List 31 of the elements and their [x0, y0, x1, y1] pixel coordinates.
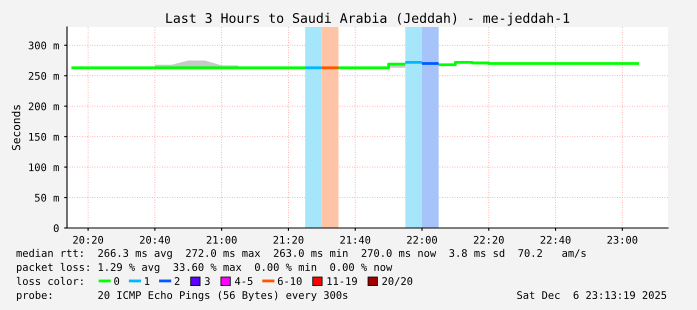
x-tick-label: 21:00: [206, 236, 237, 244]
legend-title: loss color:: [16, 276, 82, 286]
y-tick-label: 200 m: [28, 102, 59, 110]
x-tick-label: 20:20: [73, 236, 104, 244]
y-tick-label: 50 m: [35, 194, 59, 202]
x-tick-label: 22:40: [540, 236, 571, 244]
y-tick-label: 300 m: [28, 42, 59, 50]
legend-label: 0: [114, 277, 120, 286]
x-tick-label: 23:00: [607, 236, 638, 244]
legend-label: 1: [145, 277, 150, 285]
y-tick-label: 250 m: [28, 72, 59, 80]
text: median rtt: 266.3 ms avg 272.0 ms max 263.0 ms min 270.0 ms now 3.8 ms sd 70.2 am/s: [16, 248, 586, 260]
legend-label: 2: [174, 277, 180, 285]
legend-label: 4-5: [234, 277, 252, 286]
y-tick-label: 0: [54, 224, 59, 232]
legend-label: 20/20: [382, 277, 412, 286]
legend-label: 11-19: [328, 277, 357, 286]
x-tick-label: 21:40: [340, 236, 370, 244]
legend-label: 6-10: [278, 277, 302, 286]
x-tick-label: 21:20: [274, 236, 304, 244]
x-tick-label: 22:00: [407, 236, 437, 244]
y-axis-title: Seconds: [12, 105, 20, 150]
y-tick-label: 100 m: [29, 163, 59, 172]
legend-label: 3: [204, 277, 210, 286]
text: Sat Dec 6 23:13:19 2025: [517, 291, 666, 300]
x-tick-label: 20:40: [140, 236, 170, 244]
y-tick-label: 150 m: [29, 132, 59, 141]
chart-title: Last 3 Hours to Saudi Arabia (Jeddah) - me-jeddah-1: [166, 12, 570, 26]
x-tick-label: 22:20: [474, 236, 504, 244]
text: packet loss: 1.29 % avg 33.60 % max 0.00 % min 0.00 % now: [16, 262, 392, 274]
text: probe: 20 ICMP Echo Pings (56 Bytes) every 300s: [16, 290, 348, 302]
